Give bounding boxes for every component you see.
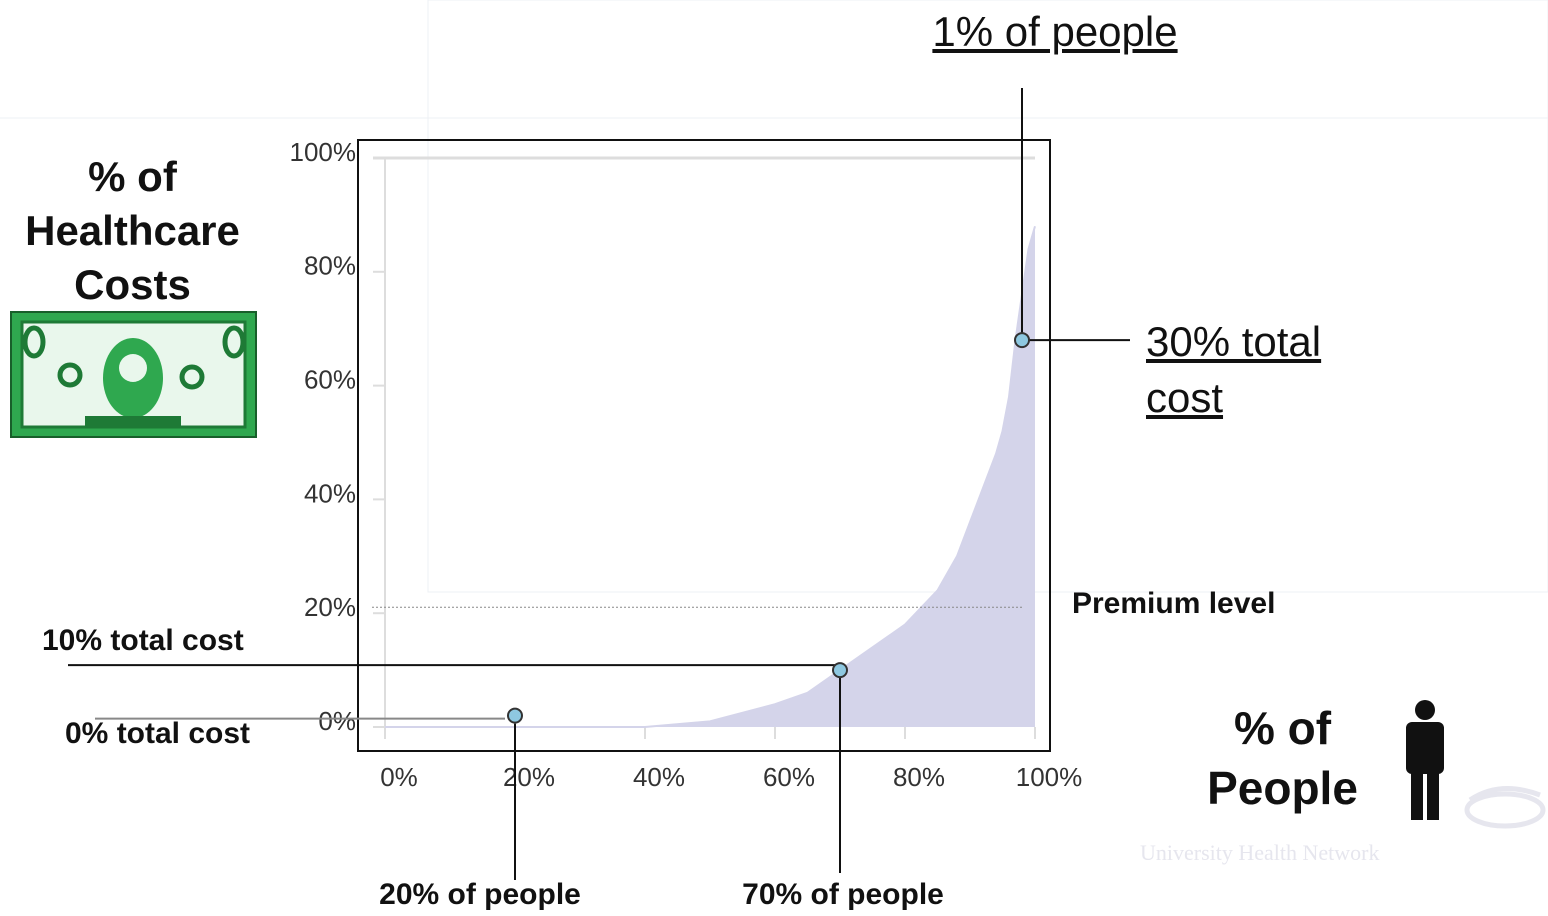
logo (1464, 786, 1546, 829)
marker (507, 707, 523, 724)
y-tick-label: 40% (304, 478, 356, 508)
person-icon (1406, 700, 1444, 820)
annotation: 20% of people (379, 878, 581, 911)
y-tick-label: 60% (304, 364, 356, 394)
annotation: 1% of people (932, 8, 1178, 55)
x-axis-title: % of People (1207, 702, 1358, 814)
x-tick-label: 0% (380, 762, 418, 792)
annotation: 10% total cost (42, 624, 244, 657)
watermark: University Health Network (1140, 840, 1380, 865)
annotation: 70% of people (742, 878, 944, 911)
marker (832, 662, 848, 679)
y-axis-title: % of Healthcare Costs (25, 153, 240, 308)
plot-frame (357, 139, 1051, 752)
y-tick-label: 80% (304, 251, 356, 281)
area-fill (385, 226, 1035, 727)
premium-label: Premium level (1072, 587, 1276, 620)
area-line (385, 226, 1036, 728)
x-tick-label: 20% (503, 762, 555, 792)
annotation: 0% total cost (65, 717, 251, 750)
y-tick-label: 0% (318, 706, 356, 736)
x-tick-label: 40% (633, 762, 685, 792)
x-tick-label: 60% (763, 762, 815, 792)
y-tick-label: 100% (290, 137, 357, 167)
annotation: 30% total cost (1146, 318, 1322, 421)
x-tick-label: 100% (1016, 762, 1083, 792)
y-tick-label: 20% (304, 592, 356, 622)
marker (1014, 332, 1030, 349)
x-tick-label: 80% (893, 762, 945, 792)
dollar-bill (10, 311, 257, 438)
